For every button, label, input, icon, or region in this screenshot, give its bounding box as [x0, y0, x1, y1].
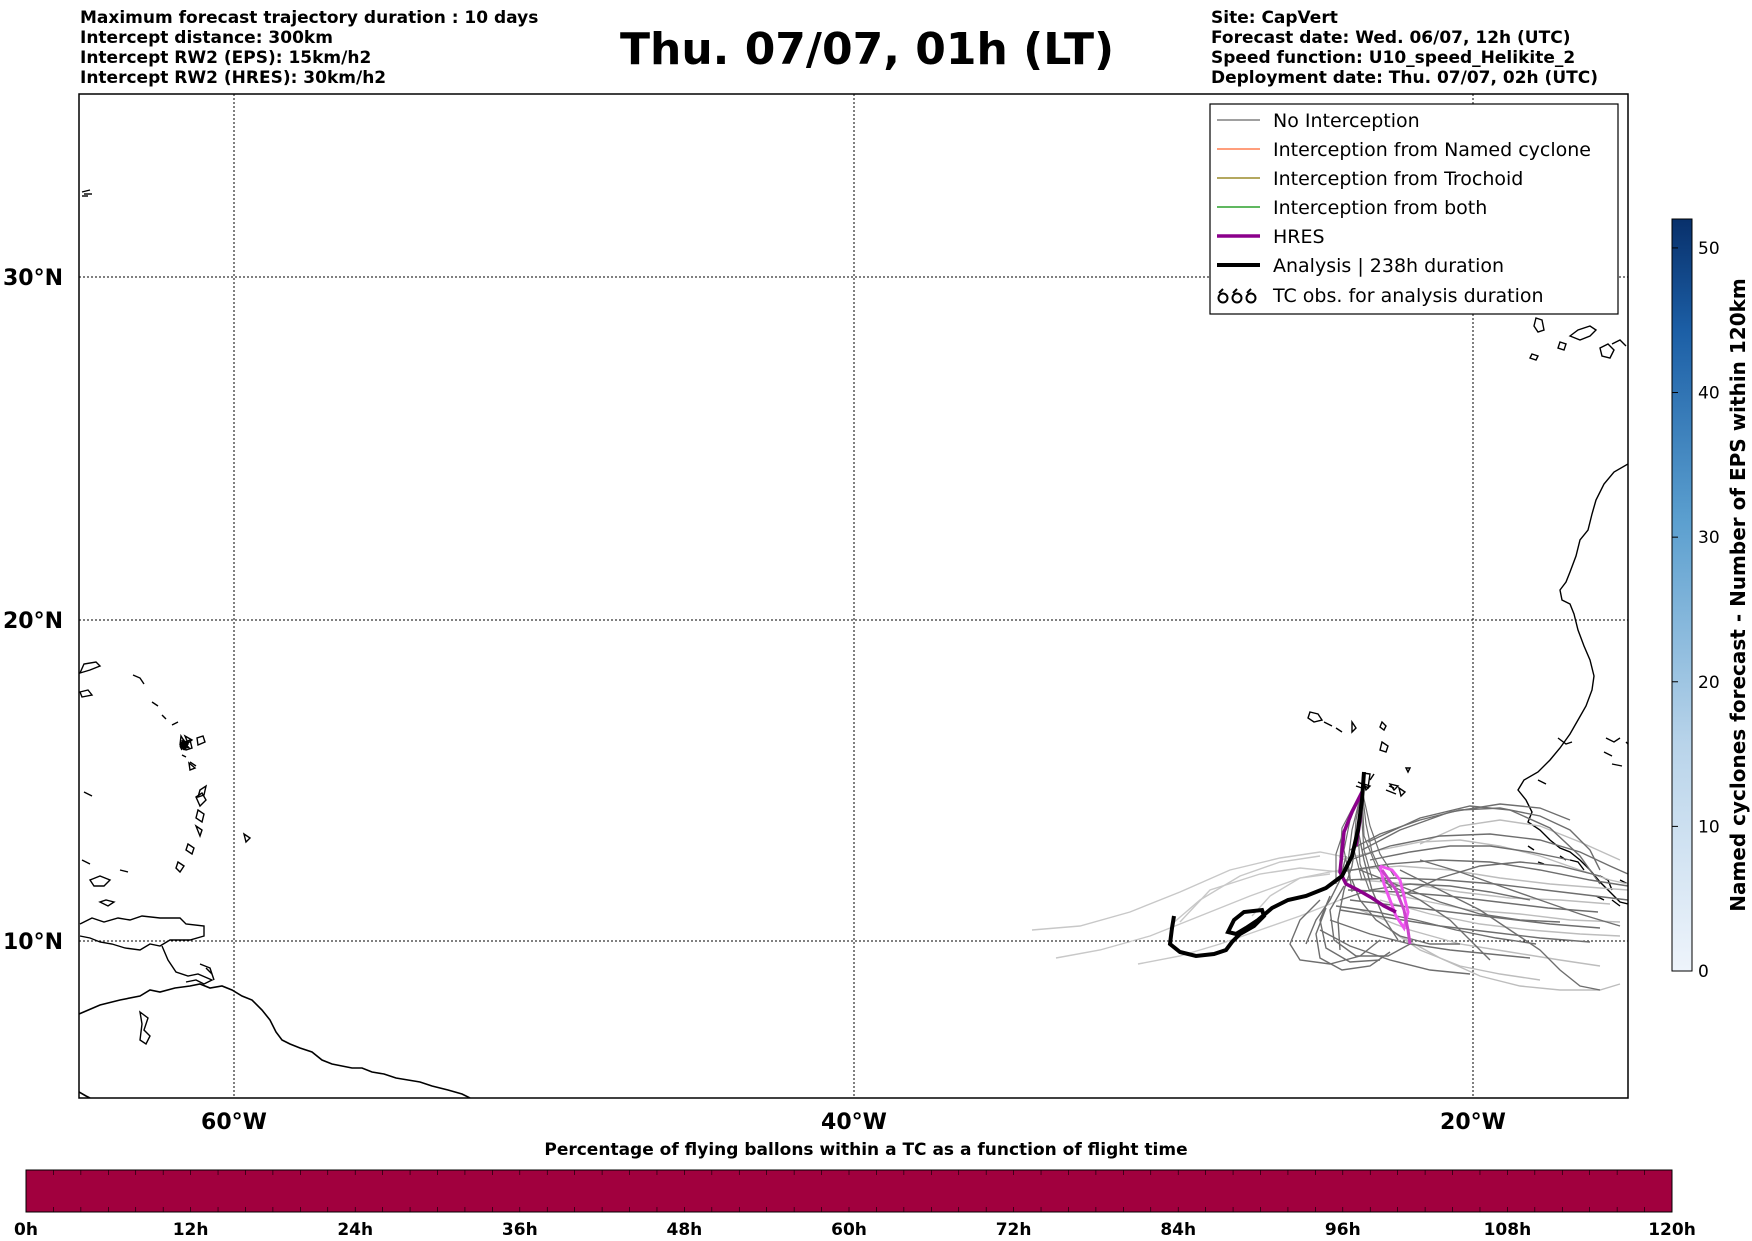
- colorbar-bottom-tick-label: 24h: [337, 1220, 373, 1240]
- cyclone-symbol-icon: [1217, 288, 1257, 304]
- lon-label-20w: 20°W: [1440, 1110, 1506, 1135]
- colorbar-right-tick-label: 50: [1698, 239, 1720, 259]
- colorbar-right-tick-label: 20: [1698, 673, 1720, 693]
- legend-label-trochoid: Interception from Trochoid: [1273, 168, 1523, 190]
- colorbar-right: 0 10 20 30 40 50 Named cyclones forecast - Nu…: [1671, 218, 1750, 982]
- setting-distance: Intercept distance: 300km: [80, 28, 333, 48]
- lon-label-60w: 60°W: [201, 1110, 267, 1135]
- legend-label-tc-obs: TC obs. for analysis duration: [1272, 285, 1544, 307]
- hres-trajectory: [1338, 791, 1412, 945]
- colorbar-bottom-tick-label: 72h: [996, 1220, 1032, 1240]
- colorbar-bottom-tick-label: 60h: [831, 1220, 867, 1240]
- legend-label-no-interception: No Interception: [1273, 110, 1420, 132]
- legend-label-named-cyclone: Interception from Named cyclone: [1273, 139, 1591, 161]
- forecast-settings: Maximum forecast trajectory duration : 1…: [80, 8, 538, 88]
- colorbar-bottom-tick-label: 120h: [1648, 1220, 1696, 1240]
- map-area[interactable]: 30°N 20°N 10°N 60°W 40°W 20°W: [3, 93, 1629, 1135]
- coastline-canary-islands: [1529, 317, 1627, 361]
- site-name: Site: CapVert: [1211, 8, 1338, 28]
- coastline-caribbean: [79, 661, 252, 1046]
- lon-label-40w: 40°W: [821, 1110, 887, 1135]
- lat-label-30n: 30°N: [3, 266, 63, 291]
- coastline-africa: [1307, 463, 1628, 907]
- legend-label-hres: HRES: [1273, 226, 1325, 248]
- legend: No Interception Interception from Named …: [1209, 103, 1619, 315]
- site-info: Site: CapVert Forecast date: Wed. 06/07,…: [1211, 8, 1598, 88]
- deployment-date: Deployment date: Thu. 07/07, 02h (UTC): [1211, 68, 1598, 88]
- setting-rw2-hres: Intercept RW2 (HRES): 30km/h2: [80, 68, 387, 88]
- coastline-atlantic-islands: [81, 189, 92, 197]
- legend-label-both: Interception from both: [1273, 197, 1487, 219]
- colorbar-right-tick-label: 40: [1698, 384, 1720, 404]
- lat-label-10n: 10°N: [3, 930, 63, 955]
- map-frame: [78, 93, 1629, 1099]
- graticule: [79, 94, 1628, 1098]
- colorbar-bottom-fill: [25, 1169, 1673, 1213]
- page-title: Thu. 07/07, 01h (LT): [620, 24, 1115, 75]
- colorbar-bottom-tick-label: 36h: [502, 1220, 538, 1240]
- colorbar-right-tick-label: 10: [1698, 817, 1720, 837]
- colorbar-bottom: Percentage of flying ballons within a TC…: [14, 1140, 1696, 1240]
- eps-trajectories: [1031, 803, 1628, 991]
- colorbar-right-tick-label: 0: [1698, 962, 1709, 982]
- colorbar-bottom-tick-label: 108h: [1484, 1220, 1532, 1240]
- colorbar-bottom-tick-label: 96h: [1325, 1220, 1361, 1240]
- analysis-trajectory: [1167, 771, 1366, 959]
- legend-box: [1209, 103, 1619, 315]
- setting-duration: Maximum forecast trajectory duration : 1…: [80, 8, 539, 28]
- speed-function: Speed function: U10_speed_Helikite_2: [1211, 48, 1576, 68]
- lat-label-20n: 20°N: [3, 609, 63, 634]
- colorbar-right-fill: [1671, 218, 1693, 972]
- setting-rw2-eps: Intercept RW2 (EPS): 15km/h2: [80, 48, 372, 68]
- colorbar-right-tick-label: 30: [1698, 528, 1720, 548]
- forecast-date: Forecast date: Wed. 06/07, 12h (UTC): [1211, 28, 1571, 48]
- colorbar-bottom-tick-label: 0h: [14, 1220, 38, 1240]
- colorbar-right-label: Named cyclones forecast - Number of EPS …: [1726, 278, 1750, 912]
- legend-label-analysis: Analysis | 238h duration: [1273, 255, 1504, 277]
- colorbar-bottom-title: Percentage of flying ballons within a TC…: [544, 1140, 1187, 1160]
- colorbar-bottom-tick-label: 84h: [1160, 1220, 1196, 1240]
- axis-labels: 30°N 20°N 10°N 60°W 40°W 20°W: [3, 266, 1506, 1135]
- colorbar-bottom-tick-label: 48h: [667, 1220, 703, 1240]
- colorbar-bottom-tick-label: 12h: [173, 1220, 209, 1240]
